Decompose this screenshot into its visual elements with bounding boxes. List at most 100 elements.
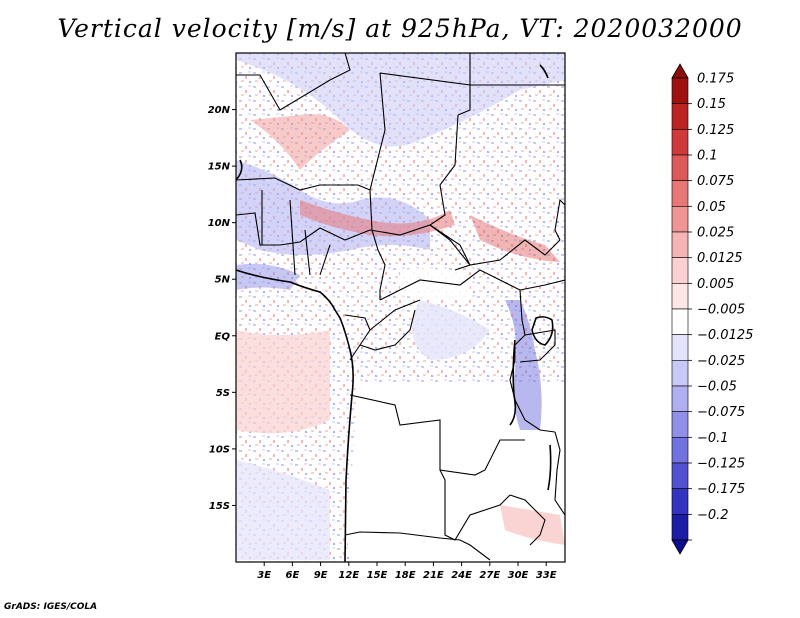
velocity-field [236, 53, 565, 562]
boundary-namibia [344, 531, 491, 561]
gulf-negative-zone [236, 263, 300, 290]
boundary-west-africa [236, 212, 371, 246]
colorbar-label: −0.025 [697, 354, 745, 369]
boundary-libya-egypt [379, 72, 471, 116]
lon-tick-label: 6E [286, 570, 300, 581]
boundary-egypt-sudan [469, 53, 565, 86]
atlantic-coastline [236, 269, 354, 562]
colorbar-label: 0.1 [697, 149, 718, 164]
colorbar-label: 0.175 [697, 72, 734, 87]
colorbar-segment [671, 437, 689, 464]
boundary-ethiopia [554, 198, 565, 241]
lon-tick-label: 30E [508, 570, 529, 581]
boundary-car-south [379, 269, 521, 301]
senegal-coast [236, 159, 243, 181]
lon-tick-label: 21E [423, 570, 444, 581]
colorbar-segment [671, 411, 689, 438]
boundary-sahel-west [236, 177, 358, 191]
colorbar-segment [671, 488, 689, 515]
colorbar-segment [671, 206, 689, 233]
grads-credit: GrADS: IGES/COLA [4, 602, 98, 612]
boundary-congo-east [359, 309, 416, 351]
boundary-sudan-south [449, 239, 561, 266]
colorbar-segment [671, 180, 689, 207]
lat-tick-label: 10S [209, 444, 230, 455]
lon-tick-label: 3E [257, 570, 271, 581]
sahara-positive-zone [250, 114, 350, 170]
sahara-negative-zone [236, 53, 565, 147]
south-atlantic-negative-zone [236, 460, 330, 560]
colorbar-label: −0.175 [697, 482, 745, 497]
colorbar-label: 0.125 [697, 123, 734, 138]
lon-tick-label: 12E [338, 570, 359, 581]
central-quiet-zone [400, 268, 470, 300]
colorbar-label: 0.025 [697, 226, 734, 241]
boundary-nw [236, 53, 351, 111]
lat-tick-label: 15S [209, 501, 230, 512]
colorbar-segment [671, 514, 689, 541]
colorbar-label: 0.075 [697, 174, 734, 189]
lat-tick-label: 5S [216, 388, 230, 399]
colorbar-label: −0.005 [697, 303, 745, 318]
boundary-niger-chad-north [357, 72, 386, 191]
colorbar-segment [671, 231, 689, 258]
lat-tick-label: 5N [215, 275, 231, 286]
lat-tick-label: 20N [208, 105, 231, 116]
political-boundaries [236, 53, 565, 561]
boundary-coastal-states [261, 190, 331, 276]
lat-tick-label: 10N [208, 218, 231, 229]
lake-tanganyika [509, 339, 517, 426]
lake-victoria [531, 316, 554, 346]
lat-tick-label: EQ [215, 331, 231, 342]
colorbar-label: 0.0125 [697, 251, 743, 266]
boundary-tanzania-west [509, 359, 556, 433]
colorbar-segment [671, 360, 689, 387]
red-sea-coast [539, 64, 549, 79]
lon-tick-label: 24E [451, 570, 472, 581]
southeast-positive-zone [500, 505, 565, 545]
colorbar-label: 0.005 [697, 277, 734, 292]
boundary-kenya [519, 329, 556, 363]
colorbar-label: 0.05 [697, 200, 726, 215]
central-positive-band [300, 200, 455, 237]
colorbar-top-cap [671, 63, 689, 79]
lon-tick-label: 27E [479, 570, 500, 581]
colorbar-segment [671, 283, 689, 310]
colorbar-label: −0.0125 [697, 328, 753, 343]
boundary-south-sudan [519, 279, 565, 291]
lat-tick-label: 15N [208, 162, 231, 173]
atlantic-positive-zone [236, 330, 330, 434]
boundary-nigeria-cameroon [369, 189, 386, 300]
lon-tick-label: 18E [395, 570, 416, 581]
colorbar-label: −0.05 [697, 380, 737, 395]
map-area [235, 52, 566, 563]
lon-tick-label: 15E [367, 570, 388, 581]
boundary-malawi [554, 431, 565, 516]
congo-basin-negative-zone [412, 300, 490, 360]
colorbar-segment [671, 308, 689, 335]
colorbar-segment [671, 334, 689, 361]
coastlines-and-lakes [236, 64, 554, 562]
colorbar-label: −0.1 [697, 431, 729, 446]
colorbar-segment [671, 103, 689, 130]
lon-tick-label: 9E [314, 570, 328, 581]
colorbar-segment [671, 257, 689, 284]
colorbar-segment [671, 462, 689, 489]
south-central-quiet-zone [345, 415, 505, 562]
colorbar-label: −0.125 [697, 457, 745, 472]
colorbar-label: −0.2 [697, 508, 729, 523]
colorbar-segment [671, 77, 689, 104]
chart-title: Vertical velocity [m/s] at 925hPa, VT: 2… [57, 14, 743, 43]
boundary-car-north [369, 224, 471, 271]
lon-tick-label: 33E [536, 570, 557, 581]
east-positive-band [470, 215, 560, 262]
colorbar-bottom-cap [671, 539, 689, 555]
boundary-congo-north [369, 299, 421, 331]
colorbar-segment [671, 129, 689, 156]
colorbar: 0.175 0.15 0.125 0.1 0.075 0.05 0.025 0.0125 0.0… [671, 63, 753, 555]
boundary-mozambique [509, 494, 546, 546]
longitude-axis: 3E 6E 9E 12E 15E 18E 21E 24E 27E 30E 33E [257, 562, 557, 581]
colorbar-label: 0.15 [697, 97, 726, 112]
latitude-axis: 20N 15N 10N 5N EQ 5S 10S 15S [208, 105, 236, 512]
